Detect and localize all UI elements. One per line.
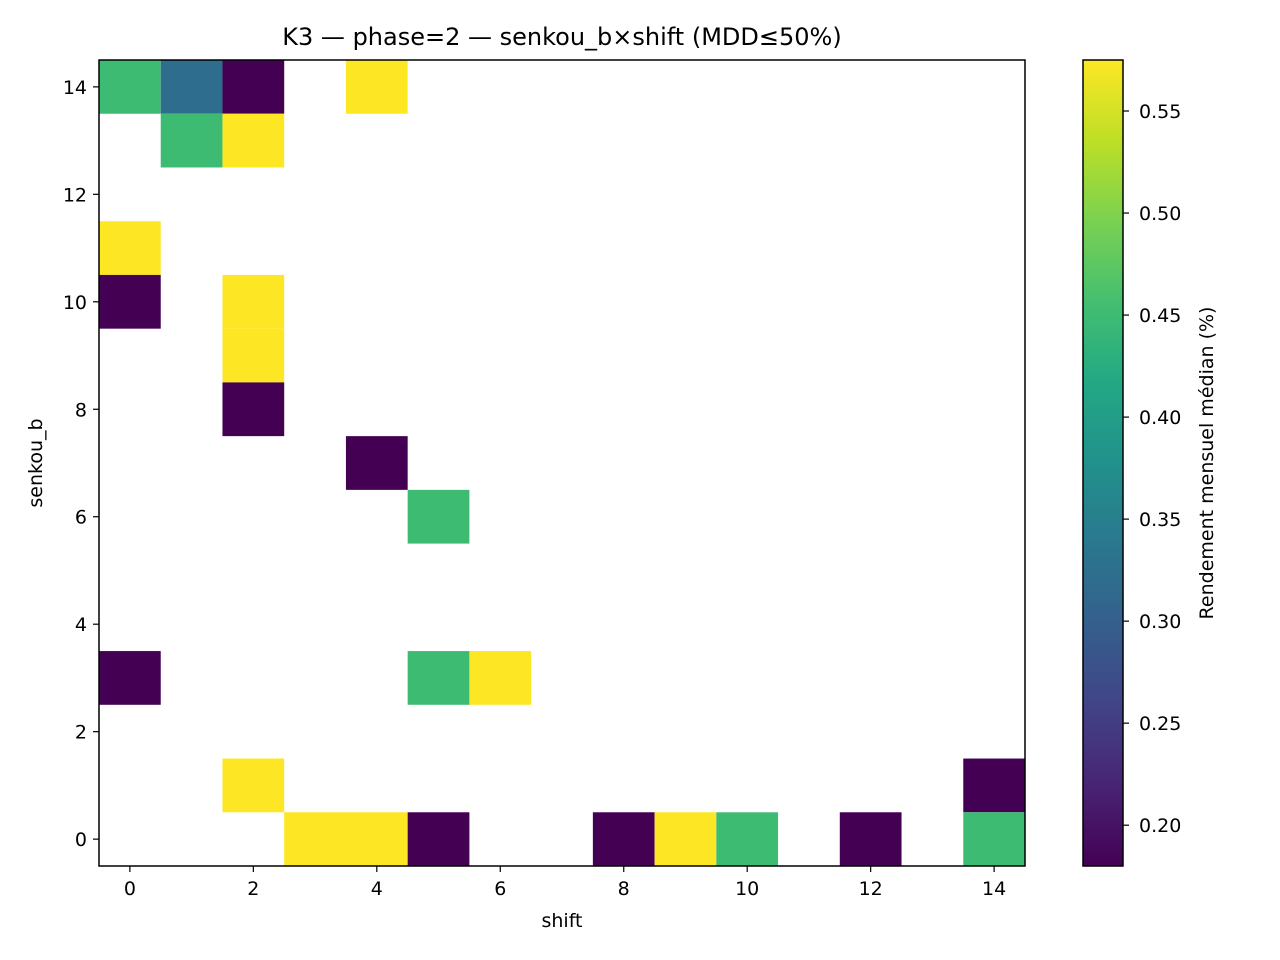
colorbar-tick-label: 0.45 [1139, 305, 1181, 327]
x-tick-label: 2 [247, 878, 259, 900]
colorbar-ticks: 0.20 0.25 0.30 0.35 0.40 0.45 0.50 0.55 [1123, 101, 1181, 837]
heatmap-cell [284, 812, 346, 866]
y-tick-label: 10 [63, 292, 87, 314]
heatmap-cell [160, 113, 223, 168]
heatmap-cell [99, 651, 161, 705]
heatmap-cell [222, 113, 285, 168]
x-tick-label: 8 [618, 878, 630, 900]
heatmap-cell [592, 812, 655, 866]
x-tick-label: 10 [735, 878, 759, 900]
heatmap-cell [160, 60, 223, 114]
y-tick-label: 4 [75, 614, 87, 636]
colorbar-label: Rendement mensuel médian (%) [1196, 307, 1218, 620]
heatmap-cell [222, 382, 285, 437]
x-axis-label: shift [541, 910, 582, 932]
y-tick-label: 6 [75, 507, 87, 529]
plot-background [99, 60, 1025, 866]
colorbar-frame [1082, 59, 1124, 867]
colorbar-tick-label: 0.20 [1139, 815, 1181, 837]
heatmap-cell [99, 221, 161, 275]
x-tick-label: 0 [124, 878, 136, 900]
heatmap-cell [469, 651, 532, 705]
heatmap-cell [345, 812, 408, 866]
heatmap-cell [716, 812, 779, 866]
heatmap-cell [99, 274, 161, 329]
x-tick-label: 12 [859, 878, 883, 900]
heatmap-cell [963, 758, 1025, 813]
y-tick-label: 0 [75, 829, 87, 851]
colorbar-tick-label: 0.30 [1139, 611, 1181, 633]
heatmap-cell [222, 60, 285, 114]
y-axis-label: senkou_b [25, 418, 47, 507]
x-axis-ticks: 0 2 4 6 8 10 12 14 [124, 866, 1006, 900]
colorbar-tick-label: 0.25 [1139, 713, 1181, 735]
heatmap-cell [345, 60, 408, 114]
colorbar-gradient [1083, 60, 1123, 866]
y-tick-label: 14 [63, 77, 87, 99]
heatmap-cell [407, 489, 470, 544]
heatmap-cell [839, 812, 902, 866]
y-tick-label: 2 [75, 722, 87, 744]
colorbar-tick-label: 0.40 [1139, 407, 1181, 429]
heatmap-cell [407, 651, 470, 705]
heatmap-cell [963, 812, 1025, 866]
heatmap-cell [222, 274, 285, 329]
x-tick-label: 14 [982, 878, 1006, 900]
y-axis-ticks: 0 2 4 6 8 10 12 14 [63, 77, 99, 851]
heatmap-cell [407, 812, 470, 866]
heatmap-cell [222, 758, 285, 813]
plot-frame [98, 59, 1026, 867]
y-tick-label: 12 [63, 184, 87, 206]
x-tick-label: 6 [494, 878, 506, 900]
heatmap-cell [654, 812, 717, 866]
y-tick-label: 8 [75, 399, 87, 421]
colorbar-tick-label: 0.50 [1139, 203, 1181, 225]
chart-title: K3 — phase=2 — senkou_b×shift (MDD≤50%) [282, 23, 841, 51]
heatmap-cell [99, 60, 161, 114]
heatmap-cell [222, 328, 285, 383]
heatmap-cells [99, 60, 1025, 866]
heatmap-cell [345, 436, 408, 490]
colorbar-tick-label: 0.35 [1139, 509, 1181, 531]
colorbar-tick-label: 0.55 [1139, 101, 1181, 123]
x-tick-label: 4 [371, 878, 383, 900]
